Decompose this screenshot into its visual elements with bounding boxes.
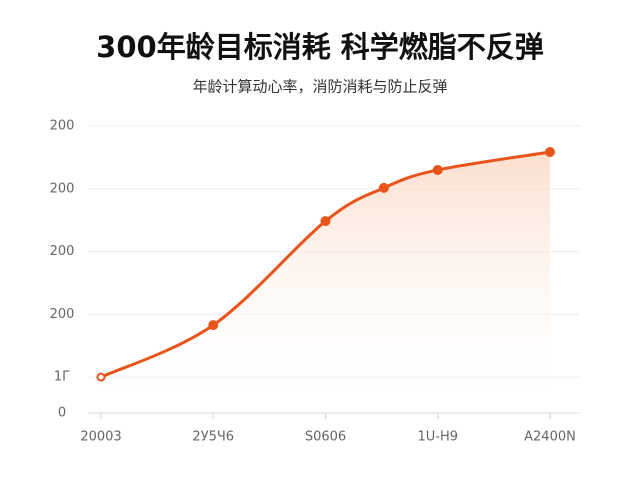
chart-subtitle: 年龄计算动心率，消防消耗与防止反弹 [192, 78, 447, 96]
y-tick-label: 1Г [54, 370, 70, 385]
chart-title: 300年龄目标消耗 科学燃脂不反弹 [96, 30, 544, 64]
y-tick-label: 200 [50, 181, 75, 196]
x-tick-label: 1U-Н9 [417, 430, 458, 445]
area [101, 152, 550, 413]
x-tick-label: 2У5Ч6 [192, 430, 234, 445]
y-tick-label: 200 [50, 119, 75, 134]
point [432, 164, 443, 175]
x-tick-label: S0606 [305, 430, 346, 445]
point [208, 320, 219, 331]
y-tick-label: 0 [58, 406, 66, 421]
point [96, 372, 106, 382]
x-tick-label: 20003 [80, 430, 121, 445]
y-tick-label: 200 [50, 244, 75, 259]
y-tick-label: 200 [50, 307, 75, 322]
point [545, 147, 555, 158]
point [378, 182, 389, 193]
x-tick-label: A2400N [524, 430, 576, 445]
line [100, 150, 551, 379]
point [320, 216, 331, 227]
